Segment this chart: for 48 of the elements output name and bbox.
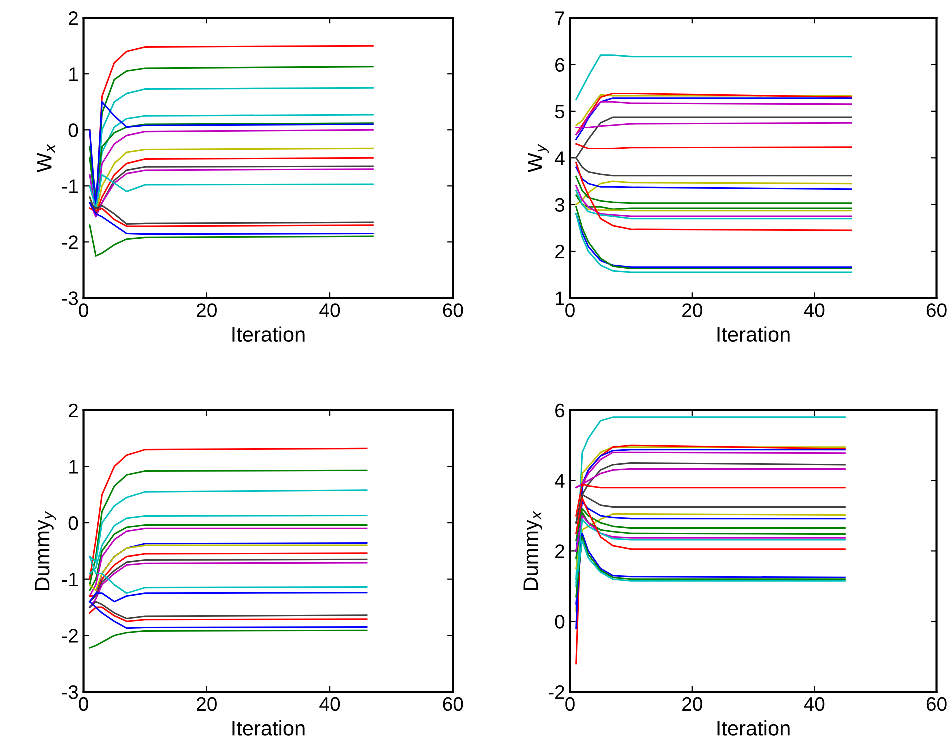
y-tick-label: 4 — [555, 152, 565, 166]
y-tick-label: 5 — [555, 105, 565, 119]
y-tick-label: 1 — [556, 292, 564, 306]
x-tick-label: 40 — [804, 697, 825, 712]
x-tick-label: 40 — [320, 304, 340, 318]
x-axis-title: Iteration — [718, 720, 790, 736]
x-axis-title: Iteration — [718, 326, 790, 342]
y-axis-title: W$_{y}$ — [528, 144, 549, 173]
x-tick-label: 0 — [566, 304, 575, 318]
y-tick-label: 0 — [555, 615, 565, 629]
y-tick-label: 7 — [556, 12, 564, 26]
y-tick-label: 2 — [556, 244, 564, 259]
x-tick-label: 0 — [79, 304, 88, 318]
y-tick-label: 6 — [556, 58, 565, 72]
y-tick-label: 2 — [556, 544, 564, 558]
x-tick-label: 0 — [79, 697, 88, 712]
x-tick-label: 20 — [197, 304, 217, 318]
y-axis-title: Dummy$_{x}$ — [524, 511, 542, 590]
y-tick-label: -2 — [548, 685, 564, 700]
y-tick-label: 1 — [70, 68, 78, 82]
x-tick-label: 0 — [566, 697, 575, 712]
y-tick-label: -3 — [62, 685, 78, 700]
y-tick-label: 0 — [68, 516, 78, 530]
x-axis-title: Iteration — [232, 720, 305, 736]
x-tick-label: 20 — [682, 697, 702, 712]
y-tick-label: 3 — [555, 198, 565, 212]
y-tick-label: 6 — [556, 404, 565, 418]
y-tick-label: 2 — [69, 12, 78, 26]
x-tick-label: 40 — [804, 304, 825, 318]
x-tick-label: 60 — [926, 304, 947, 318]
y-tick-label: 1 — [70, 460, 78, 474]
x-tick-label: 60 — [926, 697, 947, 712]
x-tick-label: 60 — [443, 304, 464, 318]
y-tick-label: 4 — [555, 474, 565, 488]
y-tick-label: 0 — [68, 124, 78, 138]
x-tick-label: 40 — [320, 697, 340, 712]
y-tick-label: -2 — [62, 236, 78, 250]
y-axis-title: Dummy$_{y}$ — [35, 511, 56, 590]
x-tick-label: 20 — [682, 304, 702, 318]
x-tick-label: 20 — [197, 697, 217, 712]
y-tick-label: -1 — [62, 573, 78, 586]
x-axis-title: Iteration — [232, 326, 305, 342]
y-tick-label: 2 — [69, 404, 78, 418]
y-tick-label: -1 — [62, 180, 78, 194]
y-axis-title: W$_{x}$ — [37, 144, 56, 173]
y-tick-label: -2 — [62, 629, 78, 643]
x-tick-label: 60 — [443, 697, 464, 712]
y-tick-label: -3 — [62, 292, 78, 306]
